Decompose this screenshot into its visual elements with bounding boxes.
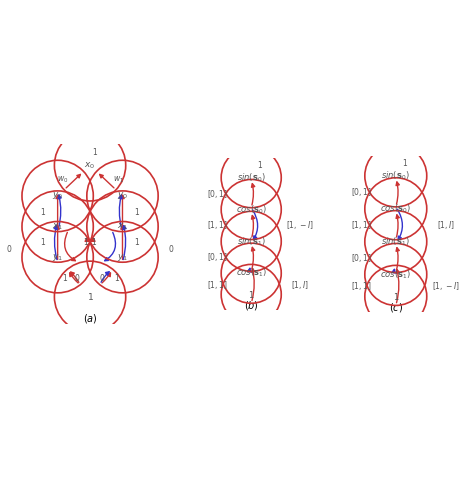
Text: $[0, 1]$: $[0, 1]$ bbox=[208, 187, 228, 200]
Text: $1$: $1$ bbox=[392, 291, 399, 302]
Text: $1$: $1$ bbox=[62, 272, 68, 283]
Text: $1$: $1$ bbox=[402, 157, 408, 168]
Text: $1$: $1$ bbox=[87, 291, 93, 302]
Text: $0$: $0$ bbox=[168, 243, 174, 254]
Text: $0$: $0$ bbox=[74, 272, 81, 283]
Text: $[1, I]$: $[1, I]$ bbox=[437, 219, 455, 231]
Text: $0$: $0$ bbox=[100, 272, 106, 283]
Text: $[1, 1]$: $[1, 1]$ bbox=[208, 279, 228, 291]
Text: $x_{0}$: $x_{0}$ bbox=[84, 160, 96, 170]
Text: $[1, I]$: $[1, I]$ bbox=[291, 279, 309, 291]
Text: $0$: $0$ bbox=[6, 243, 12, 254]
Text: $[0, 1]$: $[0, 1]$ bbox=[351, 187, 372, 198]
Text: $sin(\mathbf{s}_0)$: $sin(\mathbf{s}_0)$ bbox=[382, 169, 410, 182]
Text: $(a)$: $(a)$ bbox=[82, 312, 98, 325]
Text: $[1, 1]$: $[1, 1]$ bbox=[351, 219, 372, 231]
Text: $1$: $1$ bbox=[248, 289, 255, 300]
Text: $1$: $1$ bbox=[114, 272, 120, 283]
Text: $cos(\mathbf{s}_0)$: $cos(\mathbf{s}_0)$ bbox=[236, 203, 267, 216]
Text: $1$: $1$ bbox=[92, 146, 99, 157]
Text: $1$: $1$ bbox=[134, 236, 140, 247]
Text: $y_{1}$: $y_{1}$ bbox=[52, 252, 63, 262]
Text: $1$: $1$ bbox=[134, 206, 140, 217]
Text: $[1, 1]$: $[1, 1]$ bbox=[208, 220, 228, 231]
Text: $[1, -I]$: $[1, -I]$ bbox=[432, 280, 460, 292]
Text: $x_{1}$: $x_{1}$ bbox=[117, 221, 128, 232]
Text: $cos(\mathbf{s}_1)$: $cos(\mathbf{s}_1)$ bbox=[380, 268, 411, 281]
Text: $(c)$: $(c)$ bbox=[389, 301, 403, 314]
Text: $[1, 1]$: $[1, 1]$ bbox=[351, 280, 372, 292]
Text: $x_{1}$: $x_{1}$ bbox=[52, 221, 63, 232]
Text: $1$: $1$ bbox=[40, 236, 46, 247]
Text: $(b)$: $(b)$ bbox=[244, 299, 259, 312]
Text: $w_{1}$: $w_{1}$ bbox=[113, 174, 125, 185]
Text: $y_{1}$: $y_{1}$ bbox=[117, 252, 128, 262]
Text: $cos(\mathbf{s}_0)$: $cos(\mathbf{s}_0)$ bbox=[380, 203, 411, 215]
Text: $[1, -I]$: $[1, -I]$ bbox=[286, 220, 314, 231]
Text: $y_{0}$: $y_{0}$ bbox=[52, 190, 63, 202]
Text: $1$: $1$ bbox=[83, 236, 90, 247]
Text: $[0, 1]$: $[0, 1]$ bbox=[351, 252, 372, 264]
Text: $1$: $1$ bbox=[91, 236, 97, 247]
Text: $[0, 1]$: $[0, 1]$ bbox=[208, 251, 228, 263]
Text: $w_{0}$: $w_{0}$ bbox=[57, 174, 69, 185]
Text: $sin(\mathbf{s}_1)$: $sin(\mathbf{s}_1)$ bbox=[382, 235, 410, 248]
Text: $y_{0}$: $y_{0}$ bbox=[117, 190, 128, 202]
Text: $1$: $1$ bbox=[40, 206, 46, 217]
Text: $1$: $1$ bbox=[257, 159, 264, 170]
Text: $sin(\mathbf{s}_0)$: $sin(\mathbf{s}_0)$ bbox=[237, 171, 265, 184]
Text: $cos(\mathbf{s}_1)$: $cos(\mathbf{s}_1)$ bbox=[236, 267, 267, 280]
Text: $sin(\mathbf{s}_1)$: $sin(\mathbf{s}_1)$ bbox=[237, 235, 265, 247]
